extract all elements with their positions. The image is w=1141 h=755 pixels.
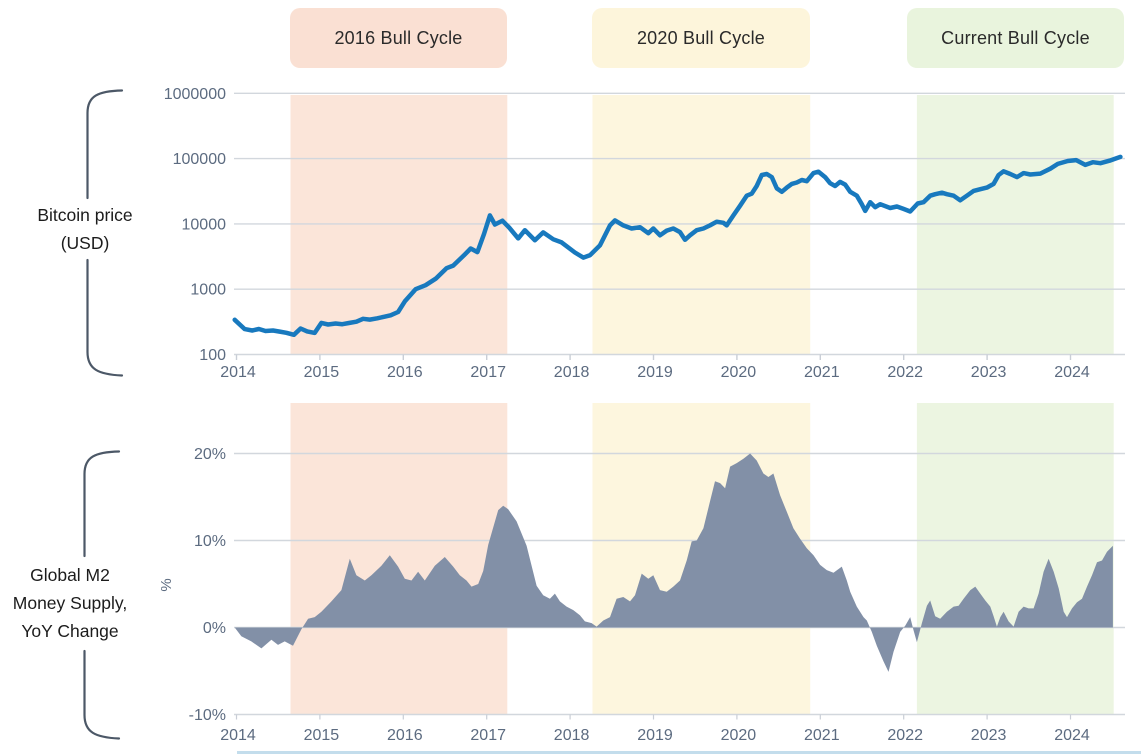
- x-tick-label: 2017: [470, 364, 506, 381]
- x-tick-label: 2023: [971, 727, 1007, 744]
- y-tick-label: 10000: [182, 216, 227, 233]
- bitcoin-price-axis-label: Bitcoin price (USD): [9, 201, 161, 257]
- x-tick-label: 2022: [887, 727, 923, 744]
- x-tick-label: 2019: [637, 364, 673, 381]
- x-tick-label: 2021: [804, 364, 840, 381]
- x-tick-label: 2016: [387, 364, 423, 381]
- m2-axis-brace: [83, 450, 121, 740]
- badge-current-bull-cycle: Current Bull Cycle: [907, 8, 1124, 68]
- x-tick-label: 2023: [971, 364, 1007, 381]
- badge-2016-bull-cycle: 2016 Bull Cycle: [290, 8, 507, 68]
- m2-supply-axis-label-line: Global M2: [30, 565, 110, 585]
- x-tick-label: 2021: [804, 727, 840, 744]
- m2-yoy-area: [234, 453, 1113, 672]
- y-tick-label: 20%: [194, 446, 226, 463]
- y-tick-label: 1000000: [164, 86, 226, 103]
- x-tick-label: 2017: [470, 727, 506, 744]
- percent-unit-label: %: [158, 578, 175, 592]
- y-tick-label: -10%: [189, 707, 226, 724]
- x-tick-label: 2024: [1054, 727, 1090, 744]
- badge-label: 2020 Bull Cycle: [636, 27, 766, 48]
- x-tick-label: 2018: [554, 727, 590, 744]
- cycle-band: [592, 95, 811, 355]
- cycle-band: [916, 95, 1114, 355]
- bitcoin-price-axis-label-line: Bitcoin price: [37, 205, 133, 225]
- y-tick-label: 1000: [190, 282, 226, 299]
- badge-label: 2016 Bull Cycle: [334, 27, 463, 48]
- x-tick-label: 2016: [387, 727, 423, 744]
- y-tick-label: 10%: [194, 533, 226, 550]
- cycle-band: [290, 403, 508, 715]
- y-tick-label: 100: [199, 347, 226, 364]
- badge-label: Current Bull Cycle: [941, 27, 1090, 48]
- x-tick-label: 2024: [1054, 364, 1090, 381]
- bottom-accent-line: [237, 751, 1141, 754]
- bitcoin-price-line: [232, 154, 1123, 338]
- x-tick-label: 2019: [637, 727, 673, 744]
- badge-2020-bull-cycle: 2020 Bull Cycle: [592, 8, 810, 68]
- m2-supply-axis-label-line: Money Supply,: [12, 593, 128, 613]
- x-tick-label: 2015: [304, 727, 340, 744]
- y-tick-label: 0%: [203, 620, 226, 637]
- y-tick-label: 100000: [173, 151, 226, 168]
- cycle-band: [290, 95, 508, 355]
- bitcoin-axis-brace: [86, 89, 124, 377]
- x-tick-label: 2020: [721, 364, 757, 381]
- bitcoin-price-axis-label-line: (USD): [60, 233, 110, 253]
- x-tick-label: 2020: [721, 727, 757, 744]
- x-tick-label: 2014: [220, 364, 256, 381]
- m2-yoy-chart: 20% 10% 0% -10% 2014 2015 2016 2017 2018 2019 2020…: [189, 403, 1125, 744]
- x-tick-label: 2014: [220, 727, 256, 744]
- x-tick-label: 2018: [554, 364, 590, 381]
- m2-supply-axis-label: Global M2 Money Supply, YoY Change: [0, 561, 140, 645]
- x-tick-label: 2015: [304, 364, 340, 381]
- cycle-band: [916, 403, 1114, 715]
- m2-supply-axis-label-line: YoY Change: [21, 621, 119, 641]
- bitcoin-price-chart: 100 1000 10000 100000 1000000 2014 2015 2016 201…: [164, 86, 1125, 381]
- x-tick-label: 2022: [887, 364, 923, 381]
